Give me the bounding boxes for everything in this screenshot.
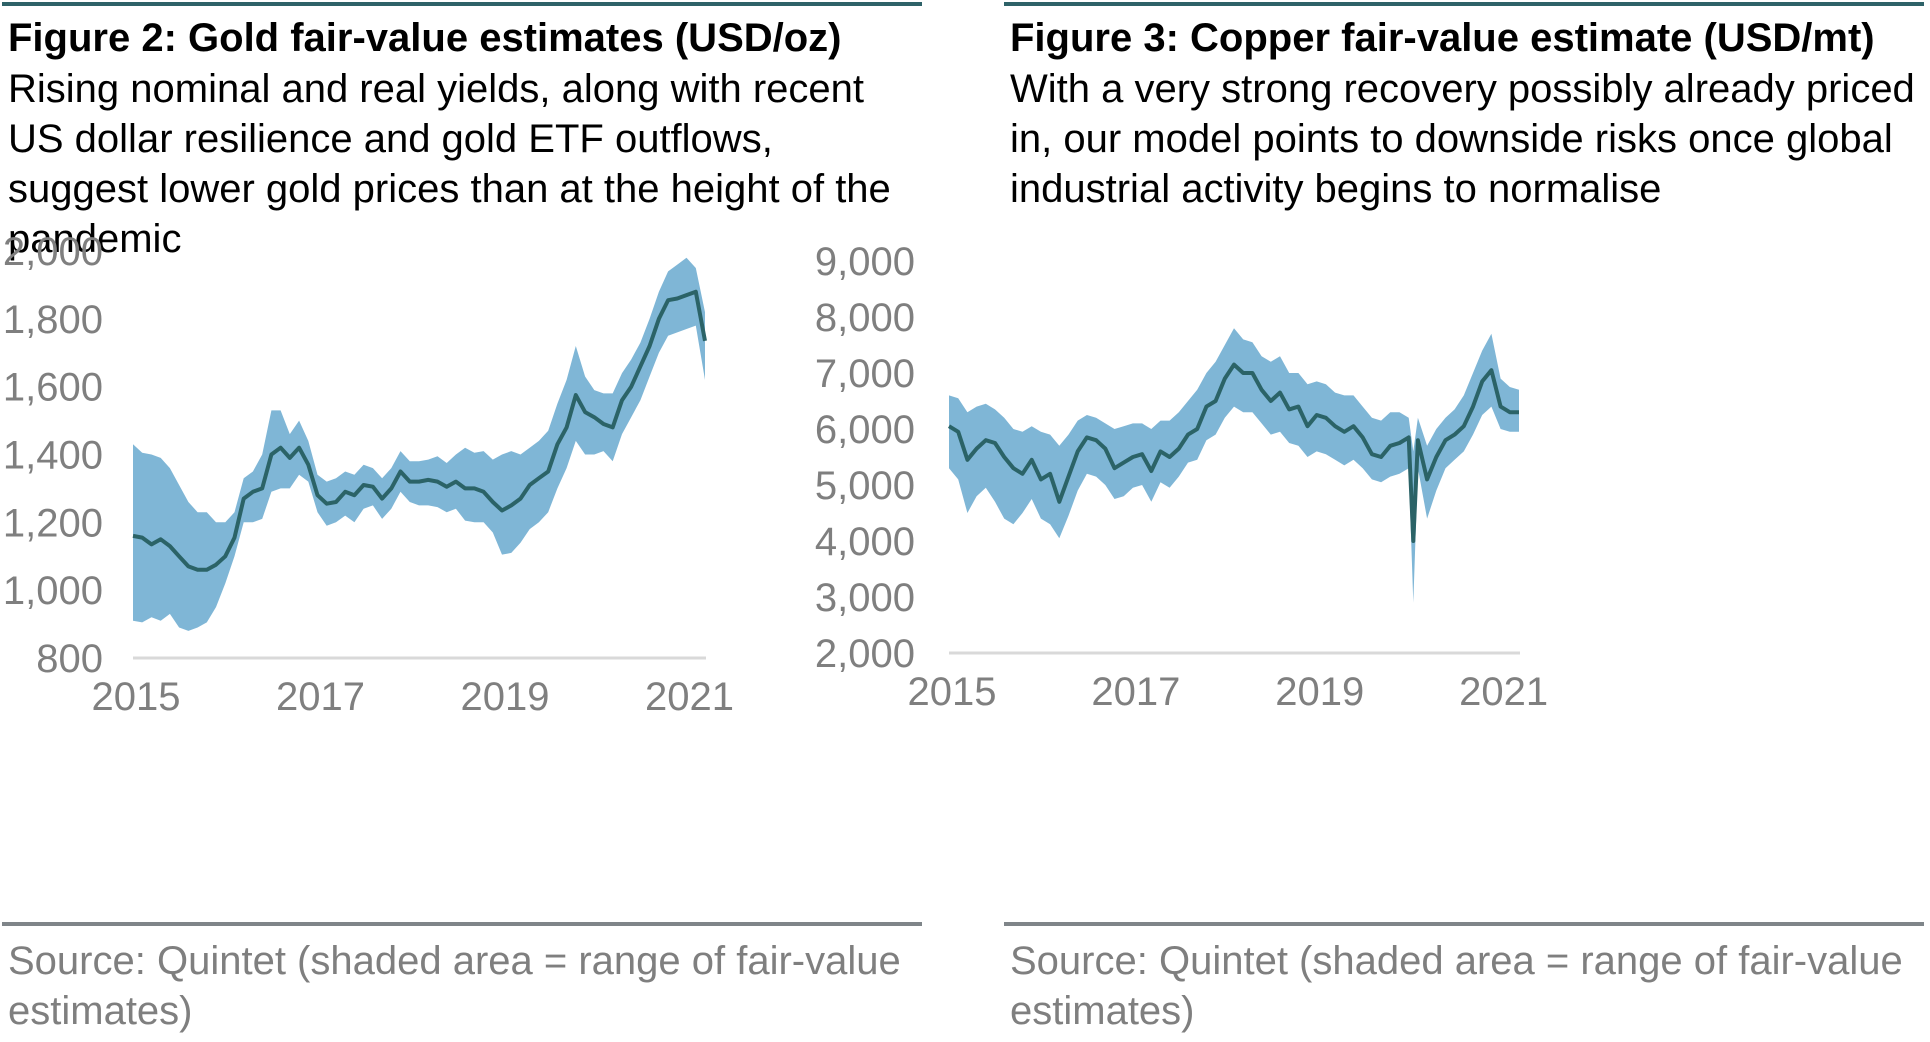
figure-2-title: Figure 2: Gold fair-value estimates (USD… — [8, 14, 842, 62]
figure-2-source: Source: Quintet (shaded area = range of … — [8, 936, 913, 1036]
x-tick-label: 2021 — [1459, 670, 1548, 714]
y-tick-label: 6,000 — [815, 408, 915, 452]
y-tick-label: 1,000 — [3, 569, 103, 613]
figure-3-panel: Figure 3: Copper fair-value estimate (US… — [1004, 0, 1924, 1042]
x-tick-label: 2021 — [645, 675, 734, 719]
figure-3-title: Figure 3: Copper fair-value estimate (US… — [1010, 14, 1875, 62]
y-tick-label: 1,200 — [3, 501, 103, 545]
figure-3-source: Source: Quintet (shaded area = range of … — [1010, 936, 1915, 1036]
y-tick-label: 1,600 — [3, 366, 103, 410]
copper-chart: 2,0003,0004,0005,0006,0007,0008,0009,000… — [1004, 280, 1924, 890]
bottom-rule — [1004, 922, 1924, 926]
fair-value-range-band — [133, 258, 705, 631]
x-tick-label: 2019 — [1275, 670, 1364, 714]
y-tick-label: 3,000 — [815, 576, 915, 620]
x-tick-label: 2015 — [92, 675, 181, 719]
figure-3-subtitle: With a very strong recovery possibly alr… — [1010, 64, 1915, 214]
x-tick-label: 2017 — [276, 675, 365, 719]
y-tick-label: 9,000 — [815, 240, 915, 284]
y-tick-label: 1,800 — [3, 298, 103, 342]
y-tick-label: 2,000 — [3, 230, 103, 274]
x-tick-label: 2015 — [908, 670, 997, 714]
x-tick-label: 2017 — [1091, 670, 1180, 714]
x-tick-label: 2019 — [461, 675, 550, 719]
top-rule — [1004, 2, 1924, 6]
bottom-rule — [2, 922, 922, 926]
y-tick-label: 1,400 — [3, 434, 103, 478]
y-tick-label: 8,000 — [815, 296, 915, 340]
top-rule — [2, 2, 922, 6]
y-tick-label: 5,000 — [815, 464, 915, 508]
figure-2-panel: Figure 2: Gold fair-value estimates (USD… — [2, 0, 922, 1042]
y-tick-label: 4,000 — [815, 520, 915, 564]
y-tick-label: 2,000 — [815, 632, 915, 676]
figure-2-subtitle: Rising nominal and real yields, along wi… — [8, 64, 913, 264]
y-tick-label: 7,000 — [815, 352, 915, 396]
